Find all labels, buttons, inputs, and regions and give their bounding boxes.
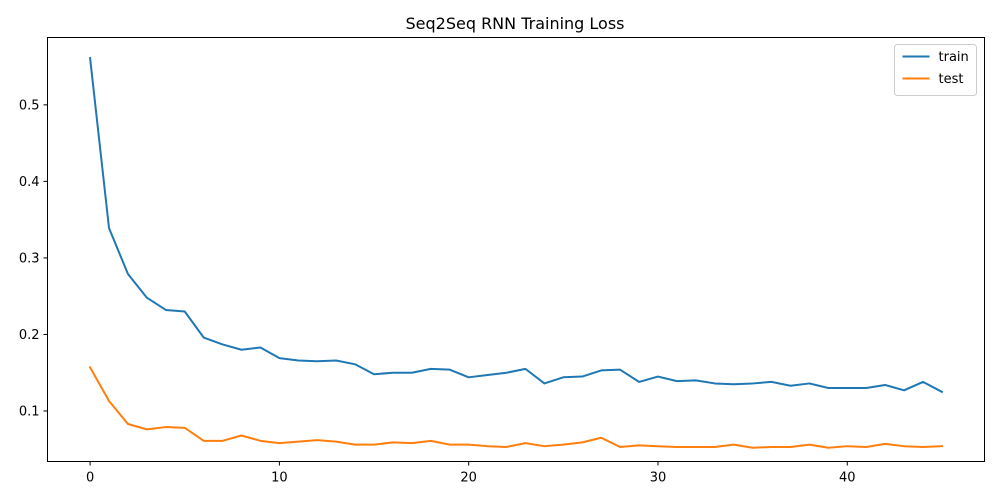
series-line-test: [88, 365, 943, 449]
legend-label-test: test: [939, 72, 964, 87]
y-tick-label: 0.1: [19, 404, 40, 419]
chart-title: Seq2Seq RNN Training Loss: [405, 14, 624, 33]
x-tick-label: 20: [460, 471, 477, 486]
legend-label-train: train: [939, 50, 969, 65]
y-tick-label: 0.3: [19, 251, 40, 266]
y-tick-label: 0.2: [19, 328, 40, 343]
x-tick-label: 40: [839, 471, 856, 486]
y-tick-label: 0.4: [19, 175, 40, 190]
x-tick-label: 30: [650, 471, 667, 486]
legend: train test: [894, 44, 977, 96]
plot-frame: [47, 37, 985, 462]
x-tick-label: 0: [86, 471, 94, 486]
y-tick-label: 0.5: [19, 98, 40, 113]
x-tick-label: 10: [271, 471, 288, 486]
series-line-train: [88, 57, 944, 394]
